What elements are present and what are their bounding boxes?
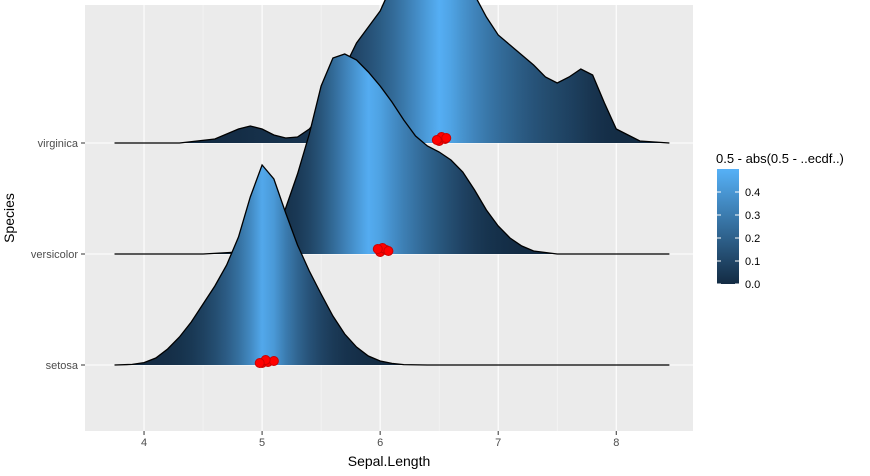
x-axis: 4 5 6 7 8 <box>141 431 619 449</box>
ridge-outline-setosa <box>114 163 670 366</box>
y-axis: setosa versicolor virginica <box>31 138 85 372</box>
y-tick-label-setosa: setosa <box>46 360 79 372</box>
x-tick-label: 6 <box>377 437 383 449</box>
points-versicolor <box>372 243 394 257</box>
y-tick-label-versicolor: versicolor <box>31 249 78 261</box>
data-point <box>431 135 442 145</box>
legend-tick-label: 0.2 <box>745 233 760 245</box>
data-point <box>254 358 265 368</box>
points-setosa <box>254 355 279 368</box>
legend-title: 0.5 - abs(0.5 - ..ecdf..) <box>716 151 844 166</box>
data-point <box>372 244 383 254</box>
legend-tick-label: 0.1 <box>745 256 760 268</box>
ridges <box>114 0 670 368</box>
ridge-fill-setosa <box>114 165 670 365</box>
data-point <box>268 356 279 366</box>
x-axis-title: Sepal.Length <box>348 453 431 469</box>
legend-colorbar <box>717 169 739 284</box>
points-virginica <box>431 132 452 146</box>
legend: 0.5 - abs(0.5 - ..ecdf..) 0.00.10.20.30.… <box>716 151 844 291</box>
legend-tick-label: 0.0 <box>745 279 760 291</box>
ridge-fill-virginica <box>114 0 670 143</box>
legend-ticks: 0.0 0.1 0.2 0.3 0.4 <box>717 187 760 291</box>
x-tick-label: 7 <box>495 437 501 449</box>
legend-tick-label: 0.4 <box>745 187 760 199</box>
data-point <box>383 246 394 256</box>
data-point <box>441 133 452 143</box>
x-tick-label: 5 <box>259 437 265 449</box>
x-tick-label: 4 <box>141 437 147 449</box>
ridge-fill-versicolor <box>114 54 670 254</box>
x-tick-label: 8 <box>613 437 619 449</box>
legend-tick-label: 0.3 <box>745 210 760 222</box>
y-tick-label-virginica: virginica <box>38 138 79 150</box>
y-axis-title: Species <box>1 193 17 243</box>
ridge-outline-virginica <box>114 0 670 144</box>
